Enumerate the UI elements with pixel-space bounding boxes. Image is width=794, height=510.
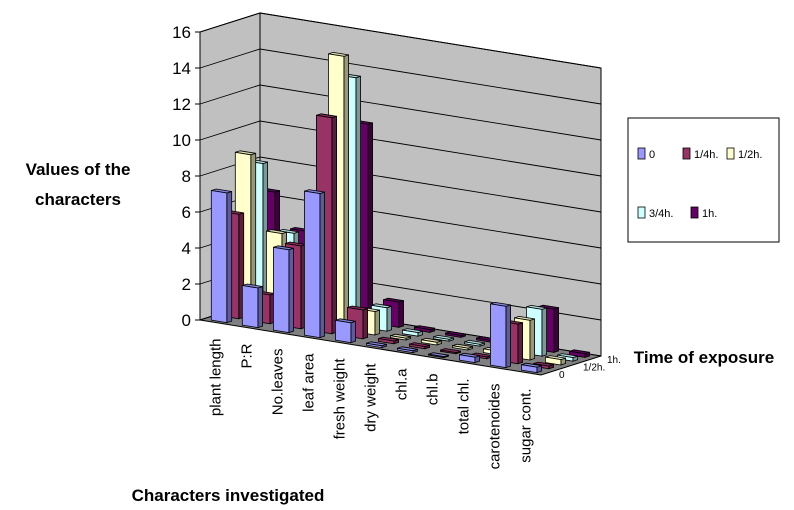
y-axis-label-line-2: characters [35,190,121,209]
gridline [199,156,602,213]
x-axis-label: Characters investigated [132,486,325,505]
y-axis: 0 2 4 6 8 10 12 14 16 [172,23,200,330]
bar [241,283,264,329]
category-label: No.leaves [270,349,287,416]
bar [413,325,436,333]
depth-axis-label: Time of exposure [634,348,774,367]
legend-swatch-1 [682,147,691,160]
bar [377,336,400,345]
gridline [199,120,602,177]
category-label: chl.a [394,368,411,400]
bar [458,352,481,364]
legend-swatch-4 [690,206,699,219]
category-label: carotenoides [487,384,504,470]
y-tick-label: 14 [172,59,191,78]
legend-box [627,117,780,243]
bar [444,331,467,338]
y-tick-label: 6 [182,203,191,222]
bar [401,328,424,337]
bar [432,334,455,342]
legend-label-1: 1/4h. [694,149,718,161]
legend-swatch-3 [637,206,646,219]
gridline [199,84,602,141]
legend-swatch-2 [726,147,735,160]
legend-swatch-0 [637,147,646,160]
y-tick-label: 4 [182,239,191,258]
y-tick-label: 8 [182,167,191,186]
bar [272,245,295,334]
category-label: leaf area [301,353,318,412]
depth-tick-label: 0 [559,370,565,381]
bar [463,339,486,347]
y-tick-label: 12 [172,95,191,114]
category-label: chl.b [425,374,442,406]
category-label: total chl. [456,379,473,435]
bar [210,188,233,324]
legend-label-2: 1/2h. [738,149,762,161]
gridline [199,12,602,69]
depth-tick-label: 1/2h. [583,363,605,374]
category-label: dry weight [363,363,380,432]
bar [545,355,566,366]
bar [439,348,462,355]
legend: 0 1/4h. 1/2h. 3/4h. 1h. [627,117,780,243]
gridline [199,48,602,105]
bar [427,352,450,359]
depth-tick-label: 1h. [607,355,621,366]
legend-label-4: 1h. [702,208,717,220]
bar [303,189,326,339]
legend-label-3: 3/4h. [649,208,673,220]
y-tick-label: 16 [172,23,191,42]
y-tick-label: 0 [182,311,191,330]
bar [569,349,590,358]
bar [451,343,474,351]
y-tick-label: 10 [172,131,191,150]
category-label: sugar cont. [518,389,535,463]
x-axis: plant length P:R No.leaves leaf area fresh w… [208,339,535,470]
bar [557,353,578,362]
bar [365,341,388,349]
bar [521,362,542,374]
bar [389,333,412,341]
bar [334,318,357,344]
category-label: fresh weight [332,358,349,440]
category-label: P:R [239,343,256,368]
bars [210,51,590,374]
y-tick-label: 2 [182,275,191,294]
category-label: plant length [208,339,225,417]
depth-axis: 0 1/2h.1h. [559,355,621,381]
legend-label-0: 0 [649,149,655,161]
bar [396,346,419,354]
bar [408,342,431,350]
bar [489,301,512,369]
y-axis-label-line-1: Values of the [26,160,131,179]
bar [420,337,443,346]
